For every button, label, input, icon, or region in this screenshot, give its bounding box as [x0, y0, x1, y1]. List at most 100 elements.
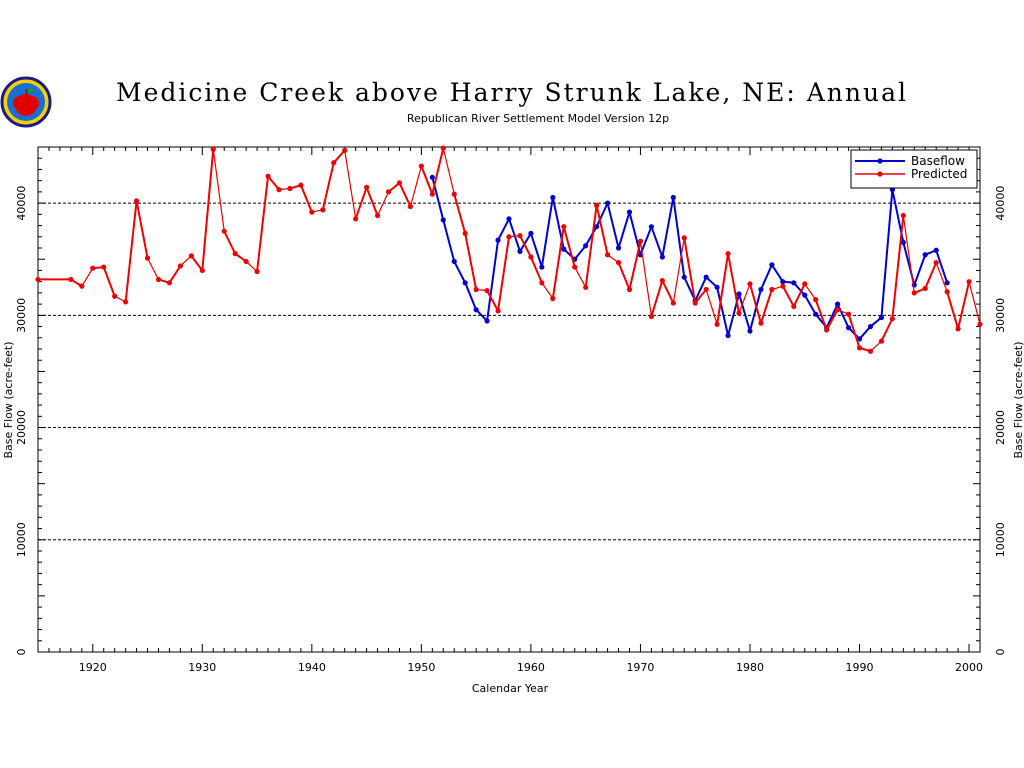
y-axis-title-right: Base Flow (acre-feet): [1012, 342, 1024, 459]
data-point: [133, 198, 140, 204]
series-segment: [606, 202, 620, 249]
series-segment: [617, 262, 631, 290]
series-segment: [639, 241, 652, 317]
series-segment: [486, 290, 499, 312]
data-point: [813, 297, 819, 303]
series-segment: [891, 215, 905, 319]
series-segment: [541, 282, 554, 299]
data-point: [232, 251, 238, 257]
legend-predicted-marker: [877, 171, 883, 177]
series-segment: [464, 282, 478, 311]
series-segment: [365, 187, 379, 216]
data-point: [889, 316, 895, 322]
data-point: [243, 258, 249, 265]
data-point: [451, 191, 457, 197]
y-tick-label-left: 0: [15, 649, 28, 656]
series-segment: [409, 165, 422, 207]
data-point: [528, 230, 534, 237]
data-point: [944, 280, 950, 286]
legend: Baseflow Predicted: [850, 149, 978, 189]
data-point: [539, 264, 545, 270]
series-segment: [497, 218, 510, 241]
series-segment: [727, 253, 741, 314]
data-point: [484, 318, 490, 324]
data-series: [35, 145, 983, 354]
series-segment: [486, 240, 500, 322]
series-segment: [354, 187, 368, 220]
x-tick-label: 1950: [407, 661, 435, 674]
series-segment: [453, 193, 467, 234]
series-segment: [256, 176, 270, 272]
series-segment: [738, 293, 751, 332]
y-tick-label-right: 0: [994, 649, 1007, 656]
data-point: [769, 286, 775, 293]
data-point: [856, 336, 863, 342]
series-segment: [584, 226, 598, 247]
series-segment: [377, 191, 390, 216]
data-point: [506, 216, 512, 222]
series-segment: [212, 149, 225, 232]
data-point: [583, 243, 589, 249]
data-point: [473, 307, 479, 313]
series-segment: [332, 149, 346, 164]
data-point: [966, 279, 972, 285]
series-segment: [902, 215, 915, 293]
series-segment: [683, 237, 697, 304]
series-segment: [398, 182, 412, 207]
series-segment: [190, 255, 204, 272]
series-segment: [661, 280, 675, 304]
series-segment: [672, 237, 685, 304]
data-point: [561, 246, 567, 252]
data-point: [440, 217, 446, 223]
x-tick-label: 1970: [626, 661, 654, 674]
x-tick-label: 1990: [846, 661, 874, 674]
y-tick-label-left: 40000: [15, 186, 28, 221]
data-point: [364, 184, 370, 190]
series-segment: [584, 205, 598, 288]
chart-subtitle: Republican River Settlement Model Versio…: [406, 112, 670, 125]
data-point: [824, 327, 830, 333]
data-point: [462, 230, 468, 237]
x-axis-title: Calendar Year: [472, 682, 549, 695]
series-segment: [508, 218, 521, 252]
data-point: [583, 284, 589, 290]
data-point: [90, 265, 96, 271]
data-point: [604, 252, 611, 258]
data-point: [123, 299, 129, 305]
data-point: [517, 248, 523, 254]
series-segment: [135, 200, 149, 259]
data-point: [374, 212, 381, 219]
data-point: [900, 239, 906, 245]
x-tick-label: 1960: [517, 661, 545, 674]
series-segment: [759, 289, 773, 324]
apple-logo-icon: [0, 76, 52, 128]
data-point: [550, 194, 556, 201]
y-tick-label-left: 10000: [15, 522, 28, 557]
data-point: [517, 233, 523, 239]
chart-title: Medicine Creek above Harry Strunk Lake, …: [115, 78, 909, 107]
x-tick-label: 1930: [188, 661, 216, 674]
data-point: [451, 258, 457, 265]
y-tick-label-left: 20000: [15, 410, 28, 445]
data-point: [539, 280, 545, 286]
series-segment: [771, 264, 784, 283]
series-segment: [694, 288, 707, 304]
data-point: [298, 182, 304, 188]
data-point: [473, 286, 479, 293]
data-point: [878, 314, 885, 321]
data-point: [462, 280, 468, 286]
series-segment: [716, 253, 730, 325]
data-point: [659, 254, 665, 260]
data-point: [506, 234, 512, 240]
series-segment: [880, 189, 894, 318]
series-segment: [420, 165, 434, 195]
data-point: [900, 212, 906, 219]
series-segment: [793, 282, 806, 296]
data-point: [353, 216, 359, 222]
series-segment: [431, 147, 445, 195]
data-point: [177, 263, 183, 269]
series-segment: [595, 205, 609, 255]
series-segment: [694, 276, 708, 302]
data-point: [769, 262, 775, 268]
data-point: [747, 281, 753, 287]
